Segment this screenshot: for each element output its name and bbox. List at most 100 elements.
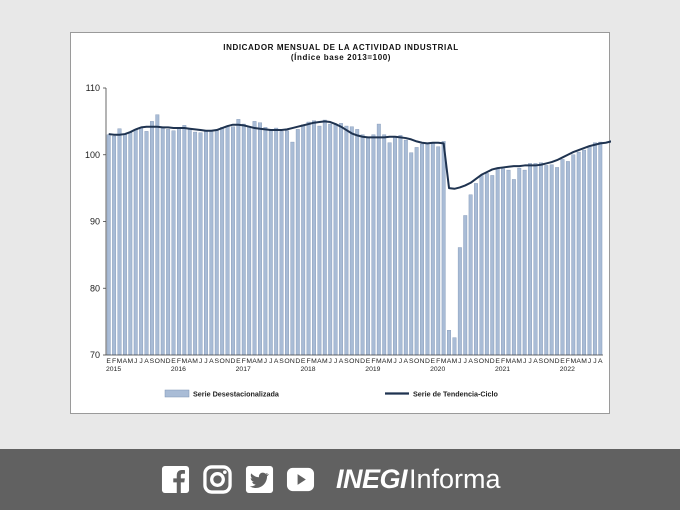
bar — [220, 127, 225, 356]
x-month-label: J — [393, 358, 396, 365]
bar — [376, 123, 381, 356]
brand-bold: INEGI — [336, 464, 408, 494]
bar — [544, 165, 549, 356]
x-month-label: S — [214, 358, 219, 365]
bar — [106, 134, 111, 356]
x-month-label: S — [539, 358, 544, 365]
bar — [279, 131, 284, 356]
bar — [274, 127, 279, 356]
legend-bar-label: Serie Desestacionalizada — [193, 390, 280, 399]
x-month-label: A — [144, 358, 149, 365]
bar — [366, 136, 370, 356]
x-month-label: A — [598, 358, 603, 365]
chart-subtitle: (Índice base 2013=100) — [290, 53, 392, 62]
bar — [560, 159, 565, 356]
facebook-icon[interactable] — [161, 465, 190, 494]
x-month-label: S — [409, 358, 414, 365]
x-month-label: A — [339, 358, 344, 365]
bar — [193, 131, 198, 356]
bar — [501, 168, 505, 356]
x-month-label: S — [474, 358, 479, 365]
bar — [403, 139, 408, 356]
bar — [592, 142, 597, 356]
x-year-label: 2020 — [430, 366, 445, 373]
bar — [598, 141, 603, 356]
bar — [144, 131, 149, 356]
bar — [555, 167, 560, 356]
bar — [231, 126, 235, 356]
bar — [414, 147, 419, 356]
footer-bar: INEGIInforma — [0, 449, 680, 510]
bar — [474, 183, 478, 356]
x-month-label: J — [458, 358, 461, 365]
x-month-label: O — [349, 358, 354, 365]
x-year-label: 2016 — [171, 366, 186, 373]
bar — [528, 163, 532, 356]
bar — [295, 129, 300, 356]
x-month-label: S — [344, 358, 349, 365]
x-month-label: M — [181, 358, 187, 365]
x-month-label: D — [490, 358, 495, 365]
x-month-label: J — [528, 358, 531, 365]
y-tick-label: 70 — [90, 350, 100, 360]
x-month-label: N — [160, 358, 165, 365]
x-month-label: D — [295, 358, 300, 365]
x-month-label: M — [257, 358, 263, 365]
bar — [355, 129, 360, 356]
bar — [112, 135, 117, 356]
bar — [328, 123, 333, 356]
bar — [117, 128, 122, 356]
bar — [349, 126, 354, 356]
x-month-label: D — [425, 358, 430, 365]
bar — [479, 175, 484, 356]
bar — [306, 121, 311, 356]
bar — [517, 167, 522, 356]
bar — [576, 151, 581, 356]
x-month-label: A — [252, 358, 257, 365]
x-month-label: E — [301, 358, 306, 365]
x-month-label: A — [404, 358, 409, 365]
x-month-label: E — [366, 358, 371, 365]
x-month-label: A — [209, 358, 214, 365]
x-month-label: J — [199, 358, 202, 365]
x-month-label: A — [274, 358, 279, 365]
bar — [122, 133, 127, 356]
bar — [225, 125, 230, 356]
instagram-icon[interactable] — [203, 465, 232, 494]
bar — [344, 125, 349, 356]
x-month-label: A — [512, 358, 517, 365]
bar — [430, 143, 435, 356]
x-month-label: J — [399, 358, 402, 365]
bar — [387, 142, 392, 356]
bar — [409, 152, 414, 356]
x-month-label: J — [134, 358, 137, 365]
bar — [241, 123, 246, 356]
bar — [447, 330, 451, 356]
x-month-label: E — [236, 358, 241, 365]
x-year-label: 2015 — [106, 366, 121, 373]
bar — [506, 169, 511, 356]
bar — [533, 163, 538, 356]
x-month-label: S — [279, 358, 284, 365]
x-month-label: J — [588, 358, 591, 365]
youtube-icon[interactable] — [286, 465, 315, 494]
x-month-label: A — [533, 358, 538, 365]
bar — [252, 121, 257, 356]
x-month-label: M — [246, 358, 252, 365]
x-month-label: M — [581, 358, 587, 365]
x-month-label: N — [355, 358, 360, 365]
x-month-label: M — [117, 358, 123, 365]
x-year-label: 2019 — [365, 366, 380, 373]
bar — [582, 149, 587, 356]
x-month-label: A — [576, 358, 581, 365]
twitter-icon[interactable] — [245, 465, 274, 494]
x-month-label: J — [269, 358, 272, 365]
x-month-label: E — [560, 358, 565, 365]
bar — [247, 126, 252, 356]
x-month-label: D — [555, 358, 560, 365]
bar — [312, 120, 316, 356]
bar — [301, 124, 306, 356]
x-month-label: O — [220, 358, 225, 365]
bar — [339, 123, 343, 356]
inegi-informa-logo: INEGIInforma — [336, 462, 501, 496]
